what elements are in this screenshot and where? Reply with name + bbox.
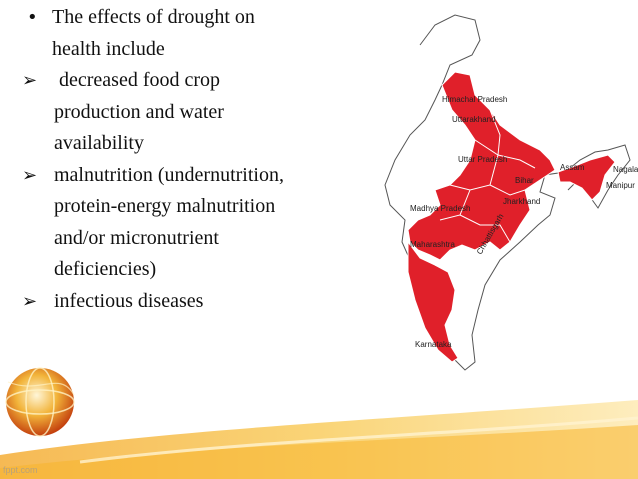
bullet-text-line: malnutrition (undernutrition, — [54, 163, 284, 186]
map-region-northeast — [557, 154, 616, 201]
state-label: Uttar Pradesh — [458, 155, 507, 164]
state-label: Uttarakhand — [452, 115, 496, 124]
bullet-text-line: production and water — [54, 100, 224, 123]
india-drought-map: Himachal Pradesh Uttarakhand Uttar Pradesh… — [380, 10, 638, 425]
state-label: Assam — [560, 163, 585, 172]
state-label: Madhya Pradesh — [410, 204, 470, 213]
state-label: Manipur — [606, 181, 635, 190]
bullet-list: • The effects of drought on health include… — [22, 2, 352, 317]
country-outline — [384, 14, 631, 371]
state-label: Jharkhand — [503, 197, 540, 206]
state-label: Maharashtra — [410, 240, 455, 249]
bullet-text-line: health include — [52, 37, 165, 60]
bullet-dot-icon: • — [27, 7, 38, 28]
map-region-south — [407, 240, 459, 363]
state-label: Himachal Pradesh — [442, 95, 507, 104]
state-label: Karnataka — [415, 340, 452, 349]
globe-icon — [5, 367, 75, 437]
bullet-item: ➢ infectious diseases — [22, 286, 352, 318]
bullet-item: • The effects of drought on health include — [22, 2, 352, 65]
bullet-text-line: infectious diseases — [54, 289, 204, 312]
map-region-north — [407, 71, 556, 261]
arrow-bullet-icon: ➢ — [22, 290, 38, 312]
state-label: Nagaland — [613, 165, 638, 174]
bullet-text-line: The effects of drought on — [52, 6, 255, 28]
state-label: Bihar — [515, 176, 534, 185]
bullet-text-line: availability — [54, 132, 144, 154]
arrow-bullet-icon: ➢ — [22, 164, 38, 186]
arrow-bullet-icon: ➢ — [22, 70, 38, 91]
bullet-text-line: protein-energy malnutrition — [54, 195, 276, 217]
bullet-text-line: deficiencies) — [54, 258, 157, 280]
map-svg: Himachal Pradesh Uttarakhand Uttar Pradesh… — [384, 14, 638, 371]
bullet-text-line: decreased food crop — [54, 69, 221, 91]
bullet-text-line: and/or micronutrient — [54, 226, 219, 249]
bullet-item: ➢ decreased food crop production and wate… — [22, 65, 352, 160]
bullet-item: ➢ malnutrition (undernutrition, protein-en… — [22, 160, 352, 286]
footer-watermark: fppt.com — [3, 465, 38, 475]
